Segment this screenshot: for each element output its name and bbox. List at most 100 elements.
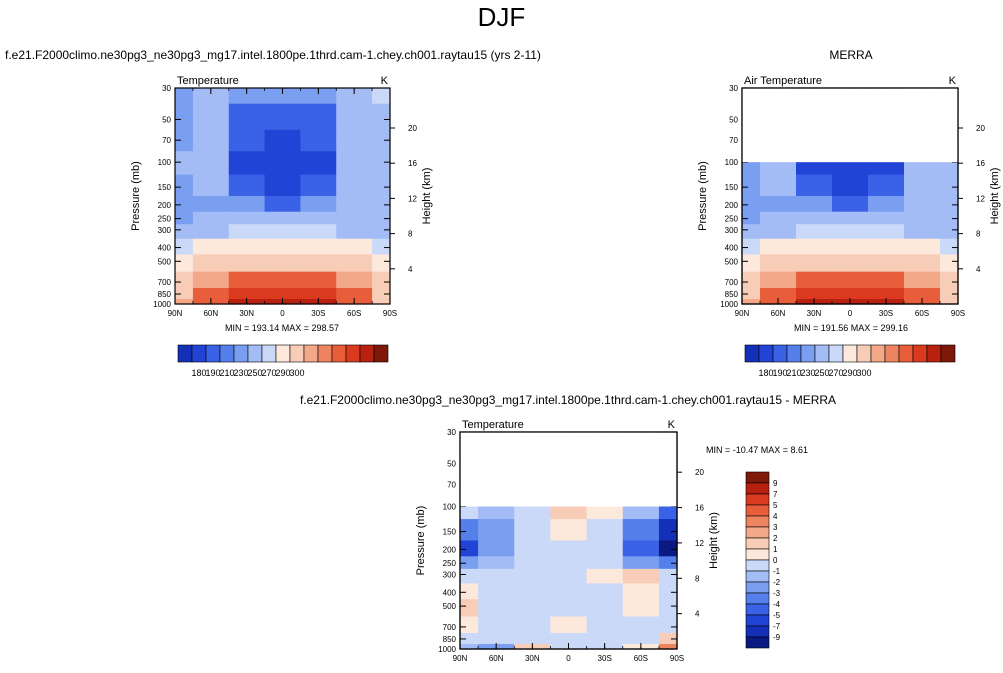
heatmap-cell xyxy=(832,254,869,273)
heatmap-cell xyxy=(336,288,373,300)
heatmap-cell xyxy=(622,583,660,600)
heatmap-cell xyxy=(175,224,194,240)
colorbar-swatch xyxy=(303,344,319,363)
heatmap-cell xyxy=(175,88,194,105)
x-tick-label: 60S xyxy=(347,309,361,318)
heatmap-cell xyxy=(868,224,905,240)
heatmap-cell xyxy=(336,254,373,273)
heatmap-cell xyxy=(336,151,373,176)
colorbar-label: -7 xyxy=(773,622,781,631)
panel-variable-label: Air Temperature xyxy=(744,75,822,87)
heatmap-cell xyxy=(586,632,624,645)
heatmap-cell xyxy=(796,174,833,197)
model-stats: MIN = 193.14 MAX = 298.57 xyxy=(225,323,339,333)
heatmap-cell xyxy=(742,254,761,273)
y-tick-label: 300 xyxy=(158,226,172,235)
heatmap-cell xyxy=(940,271,959,289)
heatmap-cell xyxy=(796,211,833,225)
colorbar-swatch xyxy=(870,344,886,363)
heatmap-cell xyxy=(940,288,959,300)
y-axis-title: Pressure (mb) xyxy=(697,161,709,231)
heatmap-cell xyxy=(904,254,941,273)
y-tick-label: 70 xyxy=(162,136,171,145)
heatmap-cell xyxy=(940,211,959,225)
colorbar-label: 290 xyxy=(275,368,290,378)
heatmap-cell xyxy=(796,196,833,213)
y-tick-label: 250 xyxy=(725,215,739,224)
x-tick-label: 90S xyxy=(383,309,397,318)
heatmap-cell xyxy=(904,224,941,240)
y-tick-label: 150 xyxy=(443,528,457,537)
colorbar-swatch xyxy=(745,537,770,550)
heatmap-cell xyxy=(300,271,337,289)
y2-tick-label: 16 xyxy=(976,159,985,168)
y-tick-label: 400 xyxy=(725,244,739,253)
colorbar-label: -4 xyxy=(773,600,781,609)
heatmap-cell xyxy=(175,271,194,289)
heatmap-cell xyxy=(658,599,678,618)
colorbar-swatch xyxy=(745,592,770,605)
y-tick-label: 200 xyxy=(725,201,739,210)
heatmap-cell xyxy=(192,288,230,300)
x-tick-label: 60N xyxy=(489,654,504,663)
x-tick-label: 90S xyxy=(951,309,965,318)
heatmap-cell xyxy=(478,583,515,600)
y-tick-label: 1000 xyxy=(720,300,738,309)
heatmap-cell xyxy=(514,568,552,584)
heatmap-cell xyxy=(372,103,391,131)
y-axis-title: Pressure (mb) xyxy=(130,161,142,231)
heatmap-cell xyxy=(175,174,194,197)
colorbar-swatch xyxy=(289,344,305,363)
heatmap-cell xyxy=(742,238,761,256)
missing-data-region xyxy=(460,432,677,507)
heatmap-cell xyxy=(372,254,391,273)
colorbar-label: 290 xyxy=(842,368,857,378)
heatmap-cell xyxy=(300,238,337,256)
heatmap-cell xyxy=(175,211,194,225)
heatmap-cell xyxy=(760,174,797,197)
heatmap-cell xyxy=(868,211,905,225)
heatmap-cell xyxy=(760,224,797,240)
colorbar-label: 270 xyxy=(828,368,843,378)
colorbar-swatch xyxy=(940,344,956,363)
heatmap-cell xyxy=(760,254,797,273)
colorbar-swatch xyxy=(745,482,770,495)
heatmap-cell xyxy=(760,271,797,289)
heatmap-cell xyxy=(175,298,194,305)
colorbar-swatch xyxy=(745,471,770,484)
colorbar-swatch xyxy=(745,625,770,638)
colorbar-label: 300 xyxy=(856,368,871,378)
heatmap-cell xyxy=(192,196,230,213)
colorbar-swatch xyxy=(745,603,770,616)
y-tick-label: 100 xyxy=(725,158,739,167)
heatmap-cell xyxy=(300,174,337,197)
heatmap-cell xyxy=(372,88,391,105)
heatmap-cell xyxy=(460,556,479,570)
heatmap-cell xyxy=(300,88,337,105)
y-tick-label: 200 xyxy=(158,201,172,210)
colorbar-swatch xyxy=(233,344,249,363)
colorbar-label: 2 xyxy=(773,534,778,543)
heatmap-cell xyxy=(622,519,660,542)
colorbar-swatch xyxy=(758,344,774,363)
colorbar-label: 230 xyxy=(800,368,815,378)
heatmap-cell xyxy=(742,288,761,300)
heatmap-cell xyxy=(658,519,678,542)
heatmap-cell xyxy=(478,599,515,618)
heatmap-cell xyxy=(228,254,266,273)
y-tick-label: 700 xyxy=(158,278,172,287)
heatmap-cell xyxy=(336,211,373,225)
heatmap-cell xyxy=(460,599,479,618)
heatmap-cell xyxy=(300,151,337,176)
panel-units-label: K xyxy=(949,75,957,87)
colorbar-swatch xyxy=(745,559,770,572)
heatmap-cell xyxy=(336,224,373,240)
heatmap-cell xyxy=(372,271,391,289)
heatmap-cell xyxy=(586,583,624,600)
heatmap-cell xyxy=(658,556,678,570)
y2-tick-label: 4 xyxy=(408,265,413,274)
heatmap-cell xyxy=(832,211,869,225)
x-tick-label: 30N xyxy=(525,654,540,663)
y2-tick-label: 8 xyxy=(976,230,981,239)
